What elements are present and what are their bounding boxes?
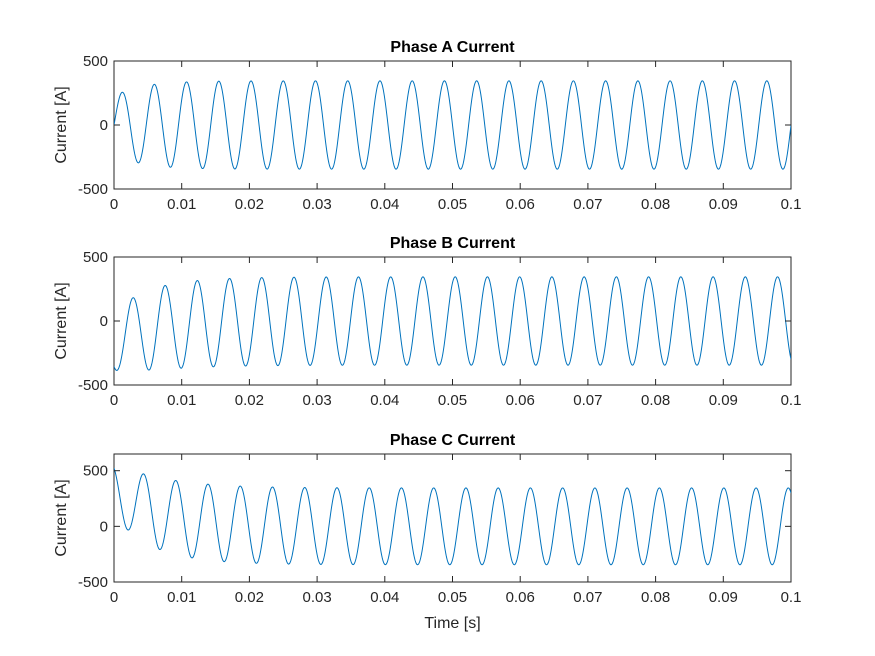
y-tick-label: -500 [78,574,108,591]
x-tick-label: 0.04 [370,196,399,213]
y-tick-label: 500 [83,53,108,70]
x-tick-label: 0.03 [302,392,331,409]
axes-box [113,256,792,386]
x-tick-label: 0.05 [438,392,467,409]
subplot-3: 0 0.01 0.02 0.03 0.04 0.05 0.06 0.07 0.08 0.09 0.1… [53,432,801,632]
y-axis-label: Current [A] [53,282,70,359]
x-tick-label: 0.01 [167,196,196,213]
x-tick-label: 0.08 [641,589,670,606]
x-tick-label: 0.01 [167,589,196,606]
x-tick-label: 0.02 [235,196,264,213]
y-axis-label: Current [A] [53,86,70,163]
series-line [114,467,791,566]
y-tick-label: 0 [100,117,108,134]
x-tick-label: 0.09 [709,589,738,606]
x-tick-label: 0.05 [438,589,467,606]
y-tick-label: -500 [78,377,108,394]
x-tick-label: 0.02 [235,589,264,606]
y-tick-label: 500 [83,463,108,480]
y-tick-label: 0 [100,313,108,330]
x-tick-label: 0.05 [438,196,467,213]
x-tick-label: 0.03 [302,589,331,606]
x-tick-label: 0.07 [573,392,602,409]
chart-title: Phase A Current [390,39,515,56]
x-tick-label: 0.08 [641,392,670,409]
y-tick-label: 0 [100,518,108,535]
x-tick-label: 0.06 [506,196,535,213]
chart-title: Phase B Current [390,235,516,252]
series-line [114,276,791,371]
x-tick-label: 0.1 [781,196,802,213]
x-tick-label: 0 [110,196,118,213]
x-tick-label: 0.07 [573,589,602,606]
x-tick-label: 0.08 [641,196,670,213]
x-tick-label: 0.03 [302,196,331,213]
y-axis-label: Current [A] [53,479,70,556]
subplot-1: 0 0.01 0.02 0.03 0.04 0.05 0.06 0.07 0.08 0.09 0.1… [53,39,801,213]
x-tick-label: 0 [110,392,118,409]
x-tick-label: 0.01 [167,392,196,409]
subplot-2: 0 0.01 0.02 0.03 0.04 0.05 0.06 0.07 0.08 0.09 0.1… [53,235,801,409]
x-tick-label: 0.1 [781,589,802,606]
x-tick-label: 0 [110,589,118,606]
x-tick-label: 0.04 [370,589,399,606]
x-tick-label: 0.09 [709,196,738,213]
y-tick-label: 500 [83,249,108,266]
x-tick-label: 0.09 [709,392,738,409]
x-tick-label: 0.07 [573,196,602,213]
x-tick-label: 0.02 [235,392,264,409]
y-tick-label: -500 [78,181,108,198]
x-axis-label: Time [s] [424,615,480,632]
x-tick-label: 0.1 [781,392,802,409]
chart-title: Phase C Current [390,432,516,449]
x-tick-label: 0.06 [506,392,535,409]
x-tick-label: 0.06 [506,589,535,606]
series-line [114,80,791,170]
x-tick-label: 0.04 [370,392,399,409]
